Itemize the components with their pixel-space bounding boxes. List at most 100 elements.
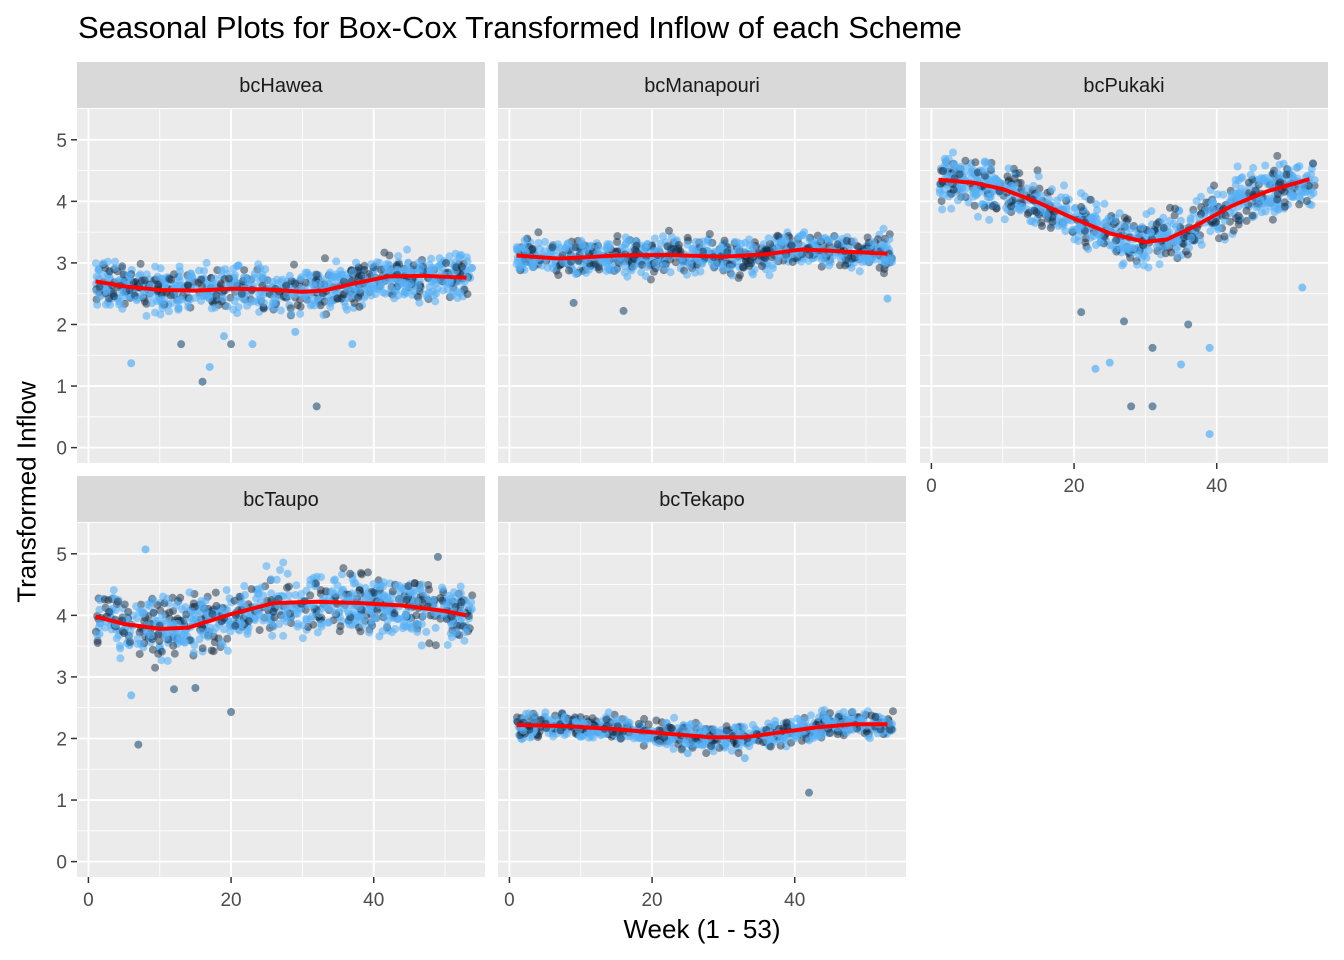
data-point	[880, 269, 888, 278]
panel-background	[498, 523, 906, 877]
data-point	[575, 732, 584, 741]
data-point	[187, 607, 196, 616]
data-point	[979, 166, 988, 175]
data-point	[369, 580, 378, 589]
smooth-line	[516, 247, 888, 261]
data-point	[455, 254, 464, 262]
y-tick-label: 5	[56, 545, 67, 566]
data-point	[1187, 233, 1196, 242]
data-point	[176, 281, 185, 290]
data-point	[221, 265, 230, 274]
data-point	[804, 256, 813, 265]
data-point	[1257, 208, 1266, 217]
data-point	[93, 300, 102, 309]
data-point	[1206, 227, 1215, 236]
data-point	[885, 725, 894, 734]
data-point	[355, 302, 364, 311]
data-point	[407, 588, 415, 597]
data-point	[1213, 190, 1222, 199]
data-point	[1255, 196, 1264, 204]
facet-label: bcHawea	[239, 75, 323, 97]
data-point	[947, 204, 956, 213]
data-point	[1153, 242, 1161, 251]
outlier-point	[1120, 317, 1128, 326]
data-point	[354, 612, 363, 621]
data-point	[124, 607, 133, 616]
data-point	[1270, 208, 1279, 216]
data-point	[154, 280, 163, 289]
data-point	[807, 711, 815, 720]
data-point	[878, 714, 887, 723]
data-point	[1173, 252, 1182, 261]
outlier-point	[312, 402, 321, 411]
data-point	[885, 719, 894, 728]
data-point	[461, 628, 470, 637]
data-point	[613, 238, 622, 246]
data-point	[175, 637, 184, 646]
data-point	[341, 302, 350, 311]
outlier-point	[1127, 402, 1136, 411]
data-point	[1310, 176, 1319, 185]
data-point	[184, 274, 193, 283]
data-point	[842, 728, 851, 737]
data-point	[816, 236, 825, 245]
data-point	[1144, 263, 1153, 272]
data-point	[417, 620, 426, 628]
data-point	[1231, 175, 1240, 184]
data-point	[1031, 218, 1040, 227]
data-point	[425, 639, 434, 648]
data-point	[1016, 178, 1025, 187]
data-point	[1118, 261, 1127, 270]
data-point	[299, 621, 308, 630]
facet-strip	[77, 476, 485, 522]
data-point	[346, 291, 355, 300]
data-point	[674, 244, 683, 253]
data-point	[656, 239, 665, 248]
data-point	[243, 627, 252, 636]
data-point	[1301, 188, 1310, 197]
data-point	[395, 595, 404, 604]
data-point	[991, 175, 1000, 183]
data-point	[445, 279, 454, 287]
data-point	[954, 196, 962, 205]
data-point	[1077, 189, 1085, 198]
data-point	[878, 240, 887, 249]
data-point	[1010, 174, 1019, 183]
data-point	[452, 628, 461, 637]
data-point	[255, 289, 264, 298]
data-point	[728, 271, 737, 280]
data-point	[1110, 216, 1118, 225]
data-point	[1155, 231, 1164, 240]
data-point	[244, 617, 253, 626]
outlier-point	[883, 294, 892, 303]
data-point	[1280, 187, 1289, 196]
data-point	[419, 611, 428, 620]
x-tick-label: 0	[83, 890, 94, 911]
data-point	[352, 258, 360, 267]
data-point	[722, 726, 731, 735]
data-point	[620, 262, 629, 271]
outlier-point	[1205, 430, 1214, 439]
data-point	[95, 605, 104, 614]
data-point	[332, 270, 341, 279]
data-point	[167, 299, 176, 308]
x-tick-label: 40	[363, 890, 384, 911]
data-point	[210, 638, 219, 647]
data-point	[135, 628, 144, 637]
data-point	[634, 719, 643, 728]
data-point	[109, 586, 118, 595]
data-point	[222, 586, 231, 595]
data-point	[528, 244, 537, 253]
data-point	[105, 608, 114, 616]
data-point	[348, 268, 357, 277]
data-point	[733, 238, 742, 247]
data-point	[401, 287, 409, 296]
data-point	[186, 295, 195, 304]
data-point	[367, 621, 376, 630]
data-point	[683, 270, 691, 279]
data-point	[691, 268, 699, 277]
data-point	[443, 285, 452, 294]
data-point	[1189, 209, 1198, 218]
